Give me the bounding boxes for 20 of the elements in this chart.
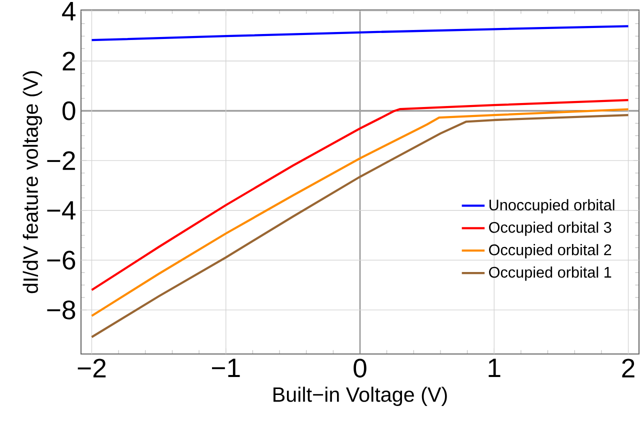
y-tick-label: −4 bbox=[47, 201, 76, 220]
line-series bbox=[90, 99, 630, 292]
y-tick-label: 4 bbox=[62, 2, 76, 20]
legend-label: Unoccupied orbital bbox=[490, 199, 614, 214]
x-tick-label: 0 bbox=[354, 358, 366, 378]
y-tick-label: 0 bbox=[62, 101, 76, 120]
x-axis-title: Built−in Voltage (V) bbox=[274, 386, 447, 406]
line-series bbox=[90, 25, 630, 42]
legend-label: Occupied orbital 3 bbox=[489, 222, 612, 236]
legend-label: Occupied orbital 2 bbox=[489, 244, 612, 258]
y-tick-label: −6 bbox=[47, 250, 76, 270]
x-tick-label: −1 bbox=[212, 358, 240, 378]
y-tick-label: −8 bbox=[47, 300, 76, 320]
legend-label: Occupied orbital 1 bbox=[489, 266, 612, 281]
x-tick-label: 1 bbox=[488, 358, 500, 378]
x-tick-label: 2 bbox=[622, 358, 634, 378]
y-axis-title: dI/dV feature voltage (V) bbox=[22, 71, 42, 294]
y-tick-label: 2 bbox=[62, 52, 75, 70]
x-tick-label: −2 bbox=[78, 358, 106, 378]
y-tick-label: −2 bbox=[47, 151, 75, 170]
